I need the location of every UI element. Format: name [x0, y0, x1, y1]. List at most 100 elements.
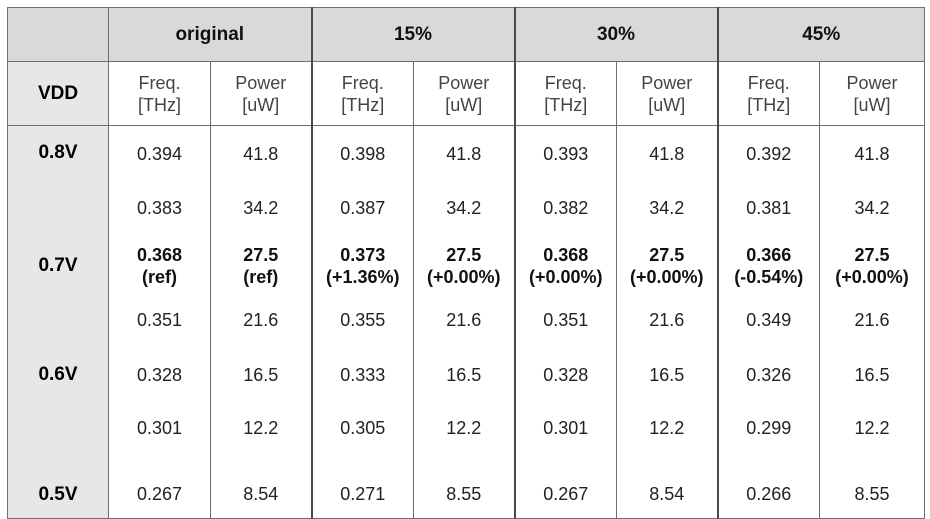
freq-header: Freq. [THz]	[108, 61, 211, 126]
freq-value-cell: 0.267	[108, 448, 211, 519]
sub-header-row: VDD Freq. [THz] Power [uW] Freq. [THz] Powe…	[7, 61, 925, 126]
cell-value: 0.355	[340, 310, 386, 330]
cell-value: 0.301	[543, 417, 589, 438]
cell-value: 34.2	[446, 197, 482, 218]
table-row: 0.6V 0.328 16.5 0.333 16.5 0.328 16.5 0.326 16.5	[7, 342, 925, 407]
power-value-cell: 41.8	[413, 125, 515, 182]
freq-value-cell: 0.393	[513, 125, 617, 182]
cell-value: 41.8	[649, 144, 685, 164]
power-value-cell: 12.2	[616, 406, 718, 449]
cell-value: 0.366	[746, 244, 792, 265]
cell-value: 27.5	[243, 244, 279, 265]
table-row: 0.8V 0.394 41.8 0.398 41.8 0.393 41.8 0.392 41.8	[7, 125, 925, 182]
corner-cell	[7, 7, 109, 62]
freq-value-cell: 0.326	[716, 342, 820, 407]
cell-change: (+0.00%)	[835, 266, 909, 287]
cell-value: 41.8	[243, 144, 279, 164]
freq-value-cell: 0.328	[108, 342, 211, 407]
power-value-cell: 34.2	[413, 181, 515, 234]
power-header: Power [uW]	[413, 61, 515, 126]
cell-value: 16.5	[649, 364, 685, 385]
freq-header-line1: Freq.	[138, 72, 181, 93]
power-value-cell: 27.5 (+0.00%)	[819, 233, 925, 298]
cell-value: 27.5	[854, 244, 890, 265]
table-row: 0.7V 0.368 (ref) 27.5 (ref) 0.373 (+1.36%) 27.5…	[7, 233, 925, 298]
freq-header-line1: Freq.	[341, 72, 384, 93]
cell-value: 16.5	[854, 364, 890, 385]
group-header-row: original 15% 30% 45%	[7, 7, 925, 62]
freq-header: Freq. [THz]	[310, 61, 414, 126]
cell-value: 34.2	[854, 197, 890, 218]
power-value-cell: 27.5 (ref)	[210, 233, 312, 298]
power-header: Power [uW]	[616, 61, 718, 126]
cell-value: 0.392	[746, 144, 792, 164]
cell-value: 8.54	[649, 484, 685, 504]
cell-value: 0.398	[340, 144, 386, 164]
freq-value-cell: 0.392	[716, 125, 820, 182]
freq-value-cell: 0.366 (-0.54%)	[716, 233, 820, 298]
cell-value: 0.267	[136, 484, 183, 504]
cell-change: (+1.36%)	[325, 266, 400, 287]
freq-value-cell: 0.349	[716, 297, 820, 343]
cell-value: 0.349	[746, 310, 792, 330]
freq-header: Freq. [THz]	[716, 61, 820, 126]
cell-value: 0.368	[543, 244, 589, 265]
power-value-cell: 12.2	[819, 406, 925, 449]
power-value-cell: 27.5 (+0.00%)	[616, 233, 718, 298]
vdd-cell: 0.7V	[7, 233, 109, 298]
cell-value: 0.368	[136, 244, 183, 265]
vdd-cell	[7, 406, 109, 449]
freq-value-cell: 0.394	[108, 125, 211, 182]
freq-header-line2: [THz]	[544, 94, 588, 115]
power-header-line1: Power	[438, 72, 490, 93]
power-header-line1: Power	[846, 72, 898, 93]
group-header-45: 45%	[716, 7, 925, 62]
freq-value-cell: 0.328	[513, 342, 617, 407]
power-header-line2: [uW]	[853, 94, 891, 115]
freq-value-cell: 0.351	[108, 297, 211, 343]
cell-value: 0.267	[543, 484, 589, 504]
power-value-cell: 8.54	[210, 448, 312, 519]
cell-change: (ref)	[142, 266, 177, 287]
freq-value-cell: 0.381	[716, 181, 820, 234]
power-value-cell: 41.8	[210, 125, 312, 182]
freq-value-cell: 0.387	[310, 181, 414, 234]
freq-value-cell: 0.301	[513, 406, 617, 449]
cell-value: 0.301	[136, 417, 183, 438]
cell-value: 34.2	[243, 197, 279, 218]
cell-change: (+0.00%)	[629, 266, 704, 287]
cell-value: 21.6	[649, 310, 685, 330]
power-value-cell: 16.5	[616, 342, 718, 407]
table-row: 0.5V 0.267 8.54 0.271 8.55 0.267 8.54 0.266 8.55	[7, 448, 925, 519]
cell-value: 8.55	[446, 484, 482, 504]
freq-value-cell: 0.373 (+1.36%)	[310, 233, 414, 298]
freq-header-line2: [THz]	[341, 94, 385, 115]
freq-value-cell: 0.383	[108, 181, 211, 234]
freq-header-line1: Freq.	[747, 72, 790, 93]
power-header-line1: Power	[641, 72, 693, 93]
power-header: Power [uW]	[819, 61, 925, 126]
freq-header-line2: [THz]	[138, 94, 181, 115]
power-value-cell: 16.5	[210, 342, 312, 407]
cell-value: 41.8	[446, 144, 482, 164]
vdd-cell: 0.8V	[7, 125, 109, 182]
power-value-cell: 12.2	[413, 406, 515, 449]
cell-value: 16.5	[243, 364, 279, 385]
power-header: Power [uW]	[210, 61, 312, 126]
power-header-line1: Power	[235, 72, 287, 93]
power-value-cell: 34.2	[210, 181, 312, 234]
cell-change: (+0.00%)	[528, 266, 603, 287]
cell-change: (ref)	[243, 266, 279, 287]
freq-header-line2: [THz]	[747, 94, 791, 115]
freq-value-cell: 0.271	[310, 448, 414, 519]
vdd-cell	[7, 181, 109, 234]
cell-value: 0.394	[136, 144, 183, 164]
power-value-cell: 34.2	[616, 181, 718, 234]
power-header-line2: [uW]	[242, 94, 280, 115]
cell-value: 0.326	[746, 364, 792, 385]
cell-value: 8.55	[854, 484, 890, 504]
power-value-cell: 21.6	[210, 297, 312, 343]
power-value-cell: 21.6	[819, 297, 925, 343]
power-value-cell: 16.5	[819, 342, 925, 407]
cell-value: 0.266	[746, 484, 792, 504]
